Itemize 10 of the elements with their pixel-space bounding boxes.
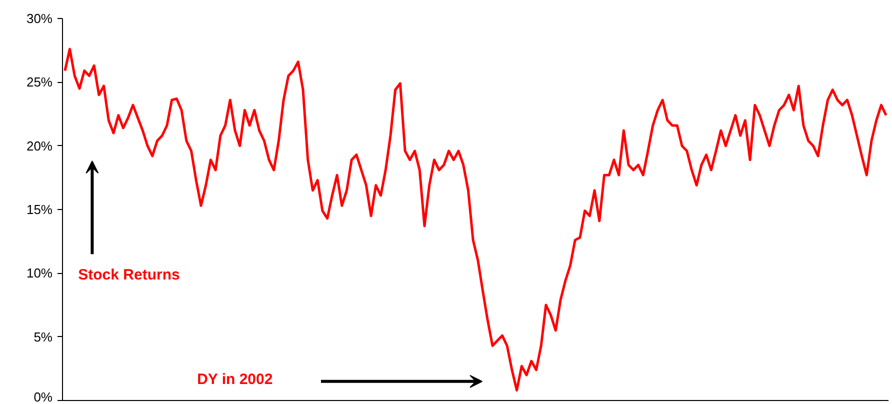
y-tick-label: 0%: [34, 390, 53, 404]
y-tick-label: 25%: [26, 74, 53, 90]
y-tick-label: 30%: [26, 11, 53, 26]
line-series: [64, 48, 888, 392]
y-tick-label: 15%: [26, 202, 53, 217]
y-tick-label: 20%: [26, 138, 53, 154]
annotation: Stock Returns: [78, 266, 180, 284]
y-tick-label: 5%: [34, 329, 53, 344]
y-tick-label: 10%: [26, 266, 53, 281]
annotation: DY in 2002: [197, 370, 273, 388]
